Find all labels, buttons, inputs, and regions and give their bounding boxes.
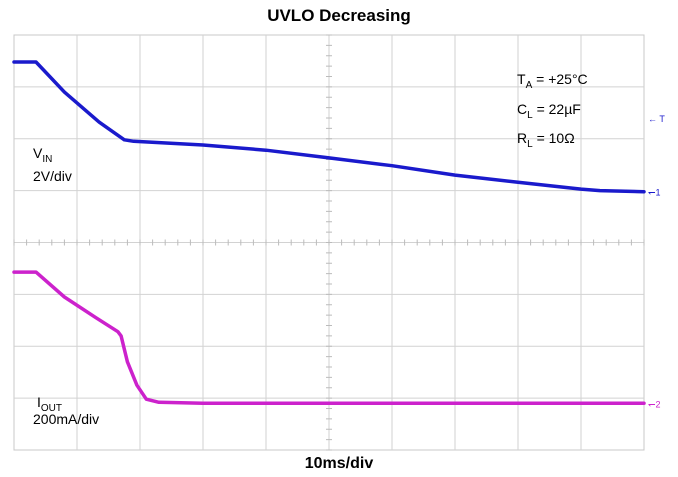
iout-scale: 200mA/div: [33, 411, 99, 427]
x-axis-label: 10ms/div: [304, 455, 374, 472]
vin-scale: 2V/div: [33, 168, 72, 184]
chart-title: UVLO Decreasing: [267, 6, 411, 25]
plot-traces: [12, 60, 646, 406]
condition-temperature: TA = +25°C: [517, 71, 588, 91]
plot-markers: ↽1 ↽2 ← T: [648, 114, 665, 409]
vin-label: VIN: [33, 145, 52, 165]
condition-capacitance: CL = 22µF: [517, 101, 581, 121]
channel-2-ground-marker: ↽2: [648, 399, 661, 409]
trace-vin: [12, 60, 646, 194]
trace-iout: [12, 270, 646, 406]
channel-1-ground-marker: ↽1: [648, 188, 661, 198]
iout-label: IOUT: [37, 394, 62, 414]
plot-grid: [13, 34, 645, 451]
condition-resistance: RL = 10Ω: [517, 130, 575, 150]
trigger-level-marker: ← T: [648, 114, 665, 124]
